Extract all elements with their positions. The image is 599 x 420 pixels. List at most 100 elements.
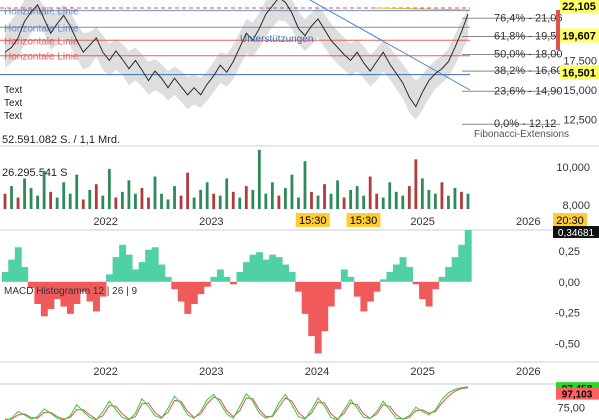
osc-y-tick: 75,00 [557,402,585,414]
volume-bar [140,188,144,209]
volume-bar [460,191,463,209]
volume-bar [75,174,79,209]
volume-bar [388,182,392,209]
macd-bar [73,281,81,305]
price-range-band [5,0,468,120]
price-y-tick: 15,000 [563,85,597,97]
volume-bar [303,161,307,209]
volume-bar [218,195,222,209]
macd-bar [8,259,16,282]
volume-bar [323,184,326,209]
horizontal-line-label: Horizontale Linie [4,36,79,47]
volume-bar [277,195,281,209]
macd-value-tag: 0,34681 [558,228,595,239]
trend-line [309,0,471,91]
macd-bar [295,281,303,292]
macd-bar [275,257,283,282]
volume-bar [368,176,372,209]
volume-panel: 52.591.082 S. / 1,1 Mrd. 26.295.541 S 10… [2,134,590,212]
volume-bar [297,197,300,209]
macd-bar [151,247,159,282]
price-tag: 22,105 [562,1,596,13]
macd-bar [282,264,290,282]
macd-label: MACD Histogramm 12 | 26 | 9 [4,286,137,297]
volume-bar [179,195,183,209]
volume-bar [270,182,274,209]
volume-bar [134,193,137,209]
volume-bar [440,182,444,209]
osc-value-tag-bg [556,387,599,400]
price-tag: 16,501 [562,67,596,79]
fib-level-label: 23,6% - 14,90 [494,85,563,97]
macd-bar [366,281,374,302]
macd-bar [164,276,172,282]
x-tick-label: 2026 [516,366,540,378]
macd-panel: MACD Histogramm 12 | 26 | 9 0,25 0,00 -0,2… [1,226,599,354]
right-time-tag: 20:30 [556,215,584,227]
volume-bar [420,178,424,209]
volume-bar [29,188,33,209]
macd-bar [412,281,420,285]
macd-bar [60,281,68,307]
macd-bar [171,281,179,290]
volume-bar [231,191,235,209]
macd-value-tag-bg [553,226,599,238]
price-tag-bg [560,65,599,80]
volume-bar [127,180,131,209]
volume-bar [414,159,418,209]
macd-bar [249,254,257,282]
macd-bar [34,281,42,305]
macd-bar [210,276,218,282]
macd-bar [269,254,277,282]
text-label: Text [4,98,23,109]
macd-bar [399,257,407,282]
macd-bar [458,244,466,282]
oscillator-panel: 75,00 97,45897,103 [4,382,599,420]
volume-bar [290,174,294,209]
macd-y-tick: -0,25 [555,308,580,320]
macd-bar [386,271,394,282]
macd-bar [425,281,433,307]
osc-value-tag: 97,103 [562,390,593,401]
macd-bar [53,281,61,300]
macd-bar [340,269,348,282]
price-tag: 19,607 [562,30,596,42]
macd-bar [27,281,35,288]
macd-bar [79,281,87,292]
time-tag-bg [295,213,330,227]
oscillator-line-green [4,386,469,420]
volume-bar [166,199,170,209]
macd-bar [93,281,100,312]
volume-bar [120,191,124,209]
macd-bar [112,257,120,282]
x-tick-label: 2023 [199,366,223,378]
macd-bar [308,281,316,337]
volume-bar [355,186,359,209]
macd-bar [379,279,387,282]
time-tag: 15:30 [299,215,327,227]
macd-bar [99,281,107,297]
price-marker [556,10,560,50]
volume-bar [147,197,150,209]
macd-y-tick: 0,25 [559,246,580,258]
volume-bar [23,178,26,209]
macd-bar [451,257,459,282]
macd-bar [334,281,342,290]
volume-bar [349,189,353,209]
volume-bar [394,191,398,209]
time-tag: 15:30 [350,215,378,227]
fib-level-label: 61,8% - 19,52 [494,31,563,43]
text-label: Text [4,85,23,96]
volume-bar [244,186,248,209]
volume-bar [336,180,339,209]
volume-bar [433,193,437,209]
x-tick-label: 2025 [410,216,434,228]
volume-bar [329,193,333,209]
volume-bar [375,193,379,209]
volume-bar [284,188,287,209]
volume-bar [16,197,20,209]
macd-y-tick: -0,50 [555,338,580,350]
volume-bar [153,176,157,209]
macd-bar [406,267,413,282]
